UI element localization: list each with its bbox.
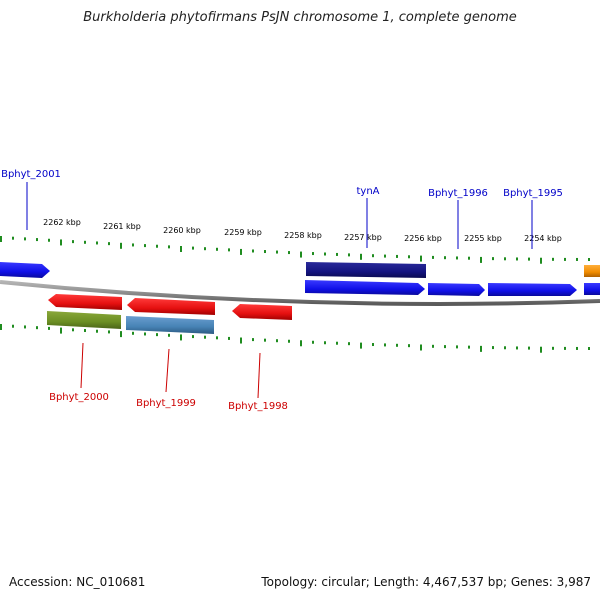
leader-bphyt-1999	[165, 348, 170, 393]
gene-tynA[interactable]	[306, 262, 426, 278]
gene-bphyt-2000[interactable]	[48, 294, 122, 310]
gene-label-bphyt-1999[interactable]: Bphyt_1999	[136, 398, 196, 409]
topology-text: Topology: circular; Length: 4,467,537 bp…	[261, 575, 591, 589]
scale-label: 2257 kbp	[344, 233, 382, 242]
gene-label-bphyt-2000[interactable]: Bphyt_2000	[49, 392, 109, 403]
inner-scale-ticks	[0, 324, 590, 353]
scale-label: 2254 kbp	[524, 234, 562, 243]
gene-bphyt-1995[interactable]	[488, 283, 577, 296]
gene-orange-feature[interactable]	[584, 265, 600, 277]
scale-label: 2260 kbp	[163, 226, 201, 235]
gene-label-bphyt-2001[interactable]: Bphyt_2001	[1, 169, 61, 180]
accession-text: Accession: NC_010681	[9, 575, 146, 589]
gene-bphyt-1998[interactable]	[232, 304, 292, 320]
gene-bphyt-2001[interactable]	[0, 262, 50, 278]
gene-labels: Bphyt_2001 tynA Bphyt_1996 Bphyt_1995 Bp…	[1, 169, 563, 412]
scale-label: 2262 kbp	[43, 218, 81, 227]
label-leaders	[26, 182, 533, 399]
outer-scale-ticks	[0, 236, 590, 264]
scale-label: 2261 kbp	[103, 222, 141, 231]
gene-forward-edge[interactable]	[584, 283, 600, 295]
leader-bphyt-2000	[80, 342, 84, 389]
rna-feature-green[interactable]	[47, 311, 121, 329]
scale-label: 2256 kbp	[404, 234, 442, 243]
scale-label: 2255 kbp	[464, 234, 502, 243]
gene-label-bphyt-1998[interactable]: Bphyt_1998	[228, 401, 288, 412]
gene-bphyt-1996[interactable]	[428, 283, 485, 296]
scale-label: 2258 kbp	[284, 231, 322, 240]
reverse-strand-features	[47, 294, 292, 334]
gene-bphyt-1999[interactable]	[127, 298, 215, 315]
forward-strand-features	[0, 262, 600, 296]
rna-feature-blue[interactable]	[126, 316, 214, 334]
gene-forward-unlabeled[interactable]	[305, 280, 425, 295]
leader-bphyt-1998	[257, 352, 261, 399]
scale-label: 2259 kbp	[224, 228, 262, 237]
map-title: Burkholderia phytofirmans PsJN chromosom…	[83, 10, 517, 25]
chromosome-backbone	[0, 280, 600, 306]
scale-labels: 2262 kbp 2261 kbp 2260 kbp 2259 kbp 2258…	[43, 218, 562, 243]
gene-label-tynA[interactable]: tynA	[356, 186, 379, 197]
gene-label-bphyt-1996[interactable]: Bphyt_1996	[428, 188, 488, 199]
gene-label-bphyt-1995[interactable]: Bphyt_1995	[503, 188, 563, 199]
